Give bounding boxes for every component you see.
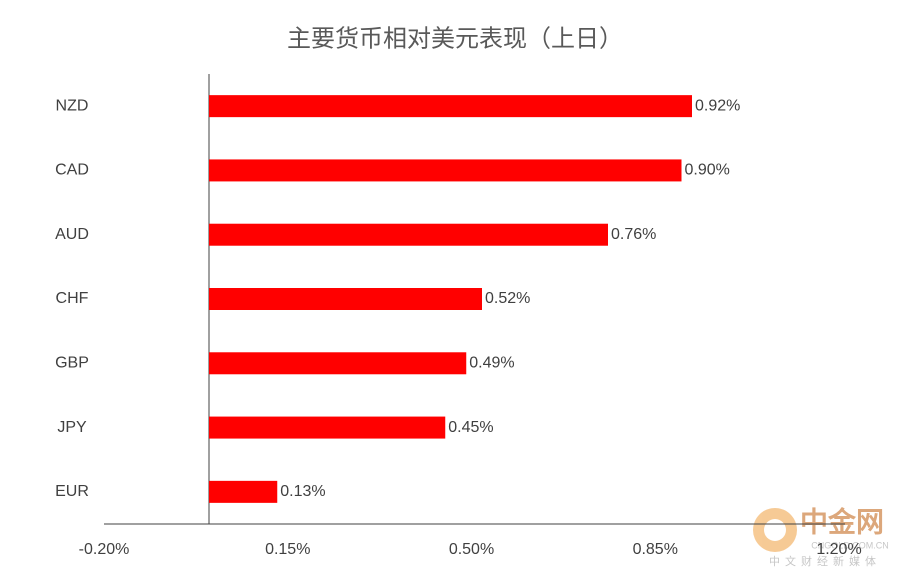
value-label: 0.76%	[611, 226, 656, 243]
y-tick-label: CAD	[55, 162, 89, 179]
value-label: 0.13%	[280, 483, 325, 500]
value-label: 0.90%	[685, 162, 730, 179]
value-label: 0.52%	[485, 290, 530, 307]
y-tick-label: EUR	[55, 483, 89, 500]
logo-name: 中金网	[800, 505, 884, 537]
value-label: 0.92%	[695, 97, 740, 114]
value-label: 0.45%	[448, 419, 493, 436]
y-tick-label: NZD	[56, 97, 89, 114]
y-tick-label: JPY	[57, 419, 87, 436]
bar	[209, 416, 446, 439]
x-tick-label: 0.85%	[633, 541, 678, 558]
logo-inner	[764, 519, 786, 541]
value-label: 0.49%	[469, 355, 514, 372]
logo-tagline: 中文财经新媒体	[769, 554, 881, 568]
y-tick-label: GBP	[55, 355, 89, 372]
y-tick-label: AUD	[55, 226, 89, 243]
x-tick-label: -0.20%	[79, 541, 130, 558]
bar	[209, 352, 467, 375]
logo-url: CNGOLD.COM.CN	[811, 540, 889, 550]
bar	[209, 480, 278, 503]
watermark: 中金网 CNGOLD.COM.CN 中文财经新媒体	[753, 505, 889, 568]
bar	[209, 223, 608, 246]
bar	[209, 95, 692, 118]
x-tick-label: 1.20%	[816, 541, 861, 558]
chart-title: 主要货币相对美元表现（上日）	[287, 25, 623, 52]
y-tick-label: CHF	[56, 290, 89, 307]
bar	[209, 159, 682, 182]
x-tick-label: 0.50%	[449, 541, 494, 558]
bar	[209, 288, 482, 310]
x-tick-label: 0.15%	[265, 541, 310, 558]
